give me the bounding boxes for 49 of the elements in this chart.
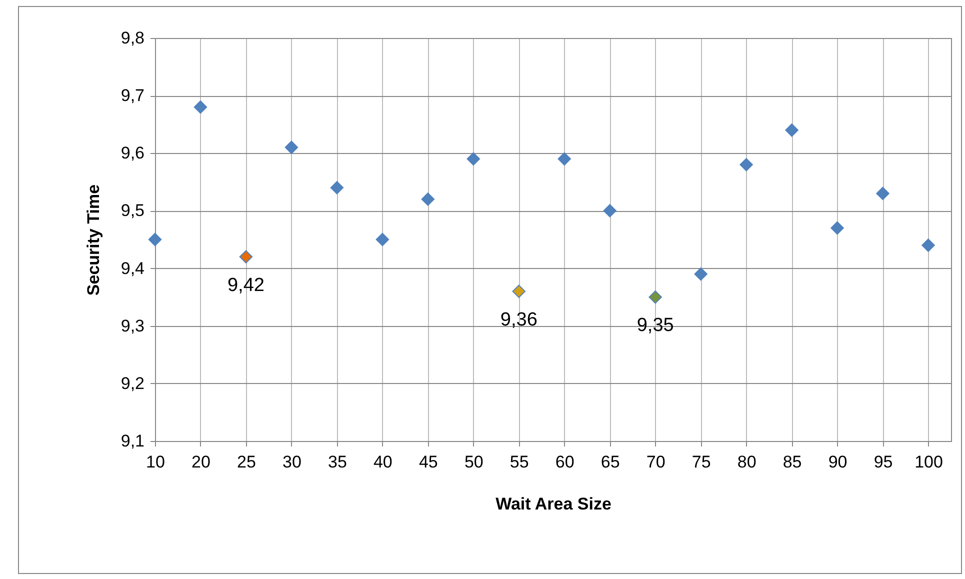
point xyxy=(376,232,390,246)
y-axis-title: Security Time xyxy=(84,184,103,296)
point xyxy=(648,290,662,304)
point xyxy=(740,158,753,172)
y-tick-label: 9,3 xyxy=(120,316,144,336)
x-tick-label: 95 xyxy=(874,452,893,472)
point xyxy=(512,284,526,298)
point xyxy=(922,238,935,252)
x-tick-label: 30 xyxy=(282,452,302,472)
x-tick-label: 65 xyxy=(600,452,620,472)
x-tick-label: 55 xyxy=(510,452,529,472)
x-tick-label: 100 xyxy=(914,452,943,472)
y-tick-label: 9,7 xyxy=(120,86,144,106)
x-tick-label: 40 xyxy=(373,452,392,472)
point xyxy=(466,152,480,166)
point xyxy=(785,123,798,137)
x-tick-label: 45 xyxy=(418,452,438,472)
point xyxy=(694,267,708,281)
point xyxy=(421,192,435,206)
y-tick-label: 9,8 xyxy=(120,28,144,48)
point xyxy=(603,204,616,218)
x-tick-label: 60 xyxy=(555,452,574,472)
point xyxy=(148,232,162,246)
x-axis-title: Wait Area Size xyxy=(496,494,612,514)
point xyxy=(284,140,298,154)
data-label: 9,35 xyxy=(636,315,674,336)
y-tick-label: 9,1 xyxy=(120,432,144,450)
point xyxy=(330,181,344,194)
x-tick-label: 20 xyxy=(192,452,210,472)
point xyxy=(239,250,253,264)
x-tick-label: 90 xyxy=(828,452,848,472)
point xyxy=(194,100,208,114)
y-tick-label: 9,5 xyxy=(120,201,144,220)
x-tick-label: 70 xyxy=(646,452,666,472)
x-tick-label: 80 xyxy=(737,452,756,472)
x-tick-label: 10 xyxy=(146,452,165,472)
x-tick-label: 85 xyxy=(782,452,802,472)
y-tick-label: 9,6 xyxy=(120,144,144,163)
point xyxy=(876,186,890,200)
x-tick-label: 35 xyxy=(328,452,347,472)
x-tick-label: 75 xyxy=(692,452,711,472)
data-label: 9,42 xyxy=(227,274,264,296)
x-tick-label: 50 xyxy=(464,452,484,472)
point xyxy=(558,152,571,166)
point xyxy=(830,221,844,235)
x-tick-label: 25 xyxy=(237,452,256,472)
y-tick-label: 9,2 xyxy=(120,374,144,393)
y-tick-label: 9,4 xyxy=(120,258,144,278)
data-label: 9,36 xyxy=(500,309,538,330)
